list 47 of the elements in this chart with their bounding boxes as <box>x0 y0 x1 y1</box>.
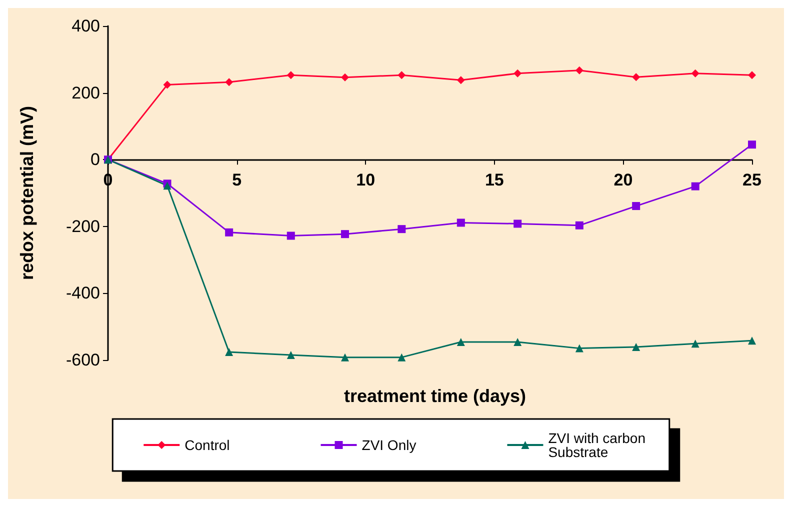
y-tick-label: 0 <box>90 150 100 170</box>
point <box>340 73 349 82</box>
point <box>340 353 349 362</box>
point <box>340 230 349 238</box>
point <box>225 78 234 86</box>
point <box>163 80 172 89</box>
point <box>456 338 465 346</box>
point <box>748 336 756 345</box>
y-axis-title: redox potential (mV) <box>17 106 37 280</box>
point <box>748 140 756 149</box>
point <box>575 221 584 230</box>
point <box>691 340 700 348</box>
point <box>286 71 295 80</box>
point <box>632 73 640 82</box>
x-tick-label: 20 <box>614 170 633 190</box>
y-tick-label: -400 <box>66 284 100 303</box>
legend-label: ZVI Only <box>362 437 416 453</box>
point <box>514 69 522 78</box>
x-axis-title: treatment time (days) <box>344 386 526 406</box>
point <box>286 232 295 240</box>
y-tick-label: -200 <box>66 216 100 236</box>
point <box>456 218 465 227</box>
legend-label: ZVI with carbon Substrate <box>548 430 650 460</box>
point <box>748 71 756 80</box>
x-tick-label: 10 <box>356 170 376 190</box>
point <box>225 348 234 356</box>
point <box>575 66 584 74</box>
x-tick-label: 25 <box>742 170 762 190</box>
point <box>398 71 406 80</box>
y-tick-label: -600 <box>66 350 100 370</box>
point <box>514 338 522 346</box>
point <box>632 342 640 351</box>
point <box>575 344 584 352</box>
point <box>632 202 640 210</box>
legend-label: Control <box>184 437 230 453</box>
point <box>398 353 406 362</box>
y-tick-label: 200 <box>72 83 100 102</box>
point <box>225 228 234 236</box>
y-tick-label: 400 <box>72 16 100 36</box>
x-tick-label: 5 <box>232 170 242 190</box>
point <box>456 76 465 84</box>
point <box>691 69 700 78</box>
point <box>691 182 700 190</box>
point <box>286 350 295 359</box>
point <box>398 225 406 234</box>
x-tick-label: 15 <box>484 170 504 190</box>
point <box>514 220 522 228</box>
